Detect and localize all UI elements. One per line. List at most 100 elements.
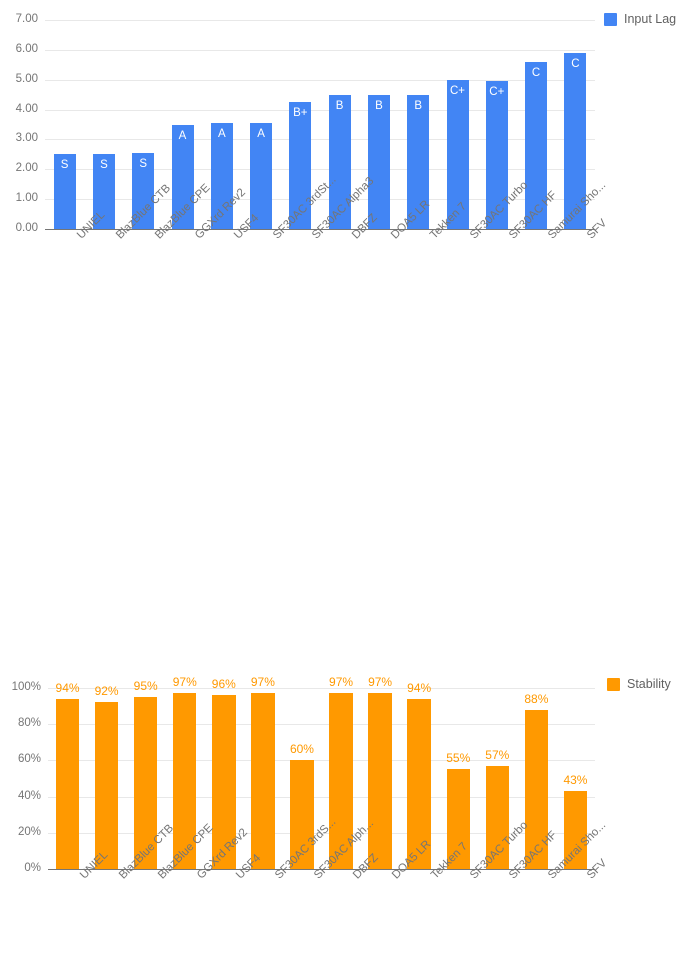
bar[interactable]: S	[132, 152, 155, 229]
stability-plot-area: 0% 20% 40% 60% 80% 100% 94% 92% 95% 97% 96% 97% 60%…	[12, 676, 610, 881]
bar-value-label: A	[217, 128, 226, 141]
x-tick-label: SF30AC HF	[507, 189, 560, 241]
y-tick-label: 3.00	[15, 132, 38, 145]
bar-slot: 60%	[290, 688, 314, 869]
bar-value-label: 94%	[407, 680, 432, 695]
bar-slot: B	[328, 20, 351, 229]
x-tick-label: SF30AC Alph...	[312, 817, 377, 881]
bar[interactable]	[368, 693, 392, 869]
bar[interactable]: C	[525, 61, 548, 229]
bar[interactable]: B	[407, 94, 430, 229]
gridline-7.00	[45, 20, 595, 21]
bar-value-label: A	[257, 128, 265, 141]
bar-value-label: 43%	[563, 773, 588, 788]
bar-value-label: S	[139, 157, 148, 170]
bar[interactable]	[563, 791, 588, 869]
y-tick-label: 5.00	[15, 72, 38, 85]
y-tick-label: 0%	[24, 862, 41, 874]
y-tick-label: 1.00	[15, 192, 38, 205]
gridline-0.00	[45, 229, 595, 230]
bar[interactable]: C+	[446, 79, 469, 229]
bar[interactable]: B+	[289, 102, 312, 229]
bar[interactable]	[212, 695, 236, 869]
bar-value-label: B+	[293, 107, 308, 120]
bar[interactable]	[55, 698, 80, 869]
bar[interactable]: A	[210, 123, 233, 229]
x-tick-label: SFV	[585, 217, 610, 242]
bar[interactable]: S	[92, 154, 115, 229]
x-tick-label: BlazBlue CPE	[153, 181, 213, 242]
x-tick-label: Samurai Sho...	[546, 179, 609, 241]
bar[interactable]	[94, 702, 119, 869]
bar-slot: B+	[289, 20, 312, 229]
x-tick-label: SF30AC Turbo	[468, 819, 531, 881]
x-tick-label: DOA5 LR	[388, 198, 432, 242]
bar-slot: 97%	[368, 676, 392, 869]
bar-value-label: C	[531, 66, 541, 79]
y-tick-label: 0.00	[15, 222, 38, 234]
bar-value-label: 96%	[211, 677, 236, 692]
gridline-6.00	[45, 49, 595, 51]
x-tick-label: SF30AC Turbo	[468, 179, 530, 241]
bar[interactable]: S	[53, 154, 76, 229]
gridline-3.00	[45, 139, 595, 141]
x-tick-label: BlazBlue CPE	[156, 821, 216, 882]
bar[interactable]: B	[367, 94, 390, 229]
bar-slot: A	[250, 20, 273, 229]
bar[interactable]	[133, 697, 158, 869]
bar-slot: S	[92, 20, 115, 229]
x-tick-label: SF30AC 3rdS...	[273, 816, 339, 881]
x-tick-label: GGXrd Rev2	[192, 186, 248, 242]
bar[interactable]	[524, 709, 549, 869]
y-tick-label: 20%	[17, 825, 41, 838]
bar[interactable]: A	[250, 123, 273, 229]
bar-slot: 97%	[173, 676, 197, 869]
bar-slot: 94%	[407, 682, 431, 869]
bar-slot: 95%	[133, 680, 158, 869]
bar-slot: 92%	[94, 685, 119, 869]
bar-value-label: C+	[449, 84, 466, 97]
gridline-5.00	[45, 79, 595, 81]
x-tick-label: UNIEL	[74, 209, 108, 242]
bar[interactable]	[251, 693, 275, 869]
bar-value-label: 57%	[485, 747, 510, 762]
input-lag-legend[interactable]: Input Lag	[604, 13, 676, 26]
y-tick-label: 4.00	[15, 102, 38, 115]
bar[interactable]	[329, 693, 353, 869]
bar-value-label: 97%	[172, 675, 197, 690]
bar-slot: 97%	[251, 676, 275, 869]
bar-slot: C	[564, 20, 587, 229]
bar-slot: S	[132, 20, 155, 229]
bar-slot: B	[367, 20, 390, 229]
legend-swatch-icon	[607, 678, 620, 691]
bar-slot: C+	[485, 20, 508, 229]
bar-value-label: C+	[489, 86, 505, 99]
gridline-2.00	[45, 169, 595, 171]
stability-legend[interactable]: Stability	[607, 678, 671, 691]
x-tick-label: BlazBlue CTB	[117, 822, 176, 881]
bar[interactable]: B	[328, 94, 351, 229]
y-tick-label: 40%	[17, 789, 41, 802]
y-tick-label: 6.00	[15, 42, 38, 55]
bar-slot: 97%	[329, 676, 353, 869]
bar[interactable]	[173, 693, 197, 869]
bar[interactable]: C+	[485, 81, 508, 229]
x-tick-label: DBFZ	[351, 851, 381, 882]
legend-label: Stability	[627, 677, 671, 691]
bar[interactable]	[485, 765, 510, 869]
bar[interactable]: C	[564, 52, 587, 229]
bar[interactable]: A	[171, 124, 194, 229]
bar[interactable]	[290, 760, 314, 869]
bar-value-label: 95%	[133, 679, 158, 694]
x-tick-label: DOA5 LR	[390, 838, 433, 882]
x-tick-label: UNIEL	[77, 849, 110, 882]
bar-value-label: B	[414, 99, 423, 112]
x-tick-label: SF30AC Alpha3	[310, 175, 377, 241]
stability-bar-group: 94% 92% 95% 97% 96% 97% 60% 97% 97% 94% 55% 57% 88% 4…	[48, 676, 595, 869]
x-tick-label: USF4	[233, 852, 264, 882]
bar-slot: 43%	[563, 688, 588, 869]
bar[interactable]	[407, 698, 431, 869]
bar[interactable]	[446, 769, 470, 869]
